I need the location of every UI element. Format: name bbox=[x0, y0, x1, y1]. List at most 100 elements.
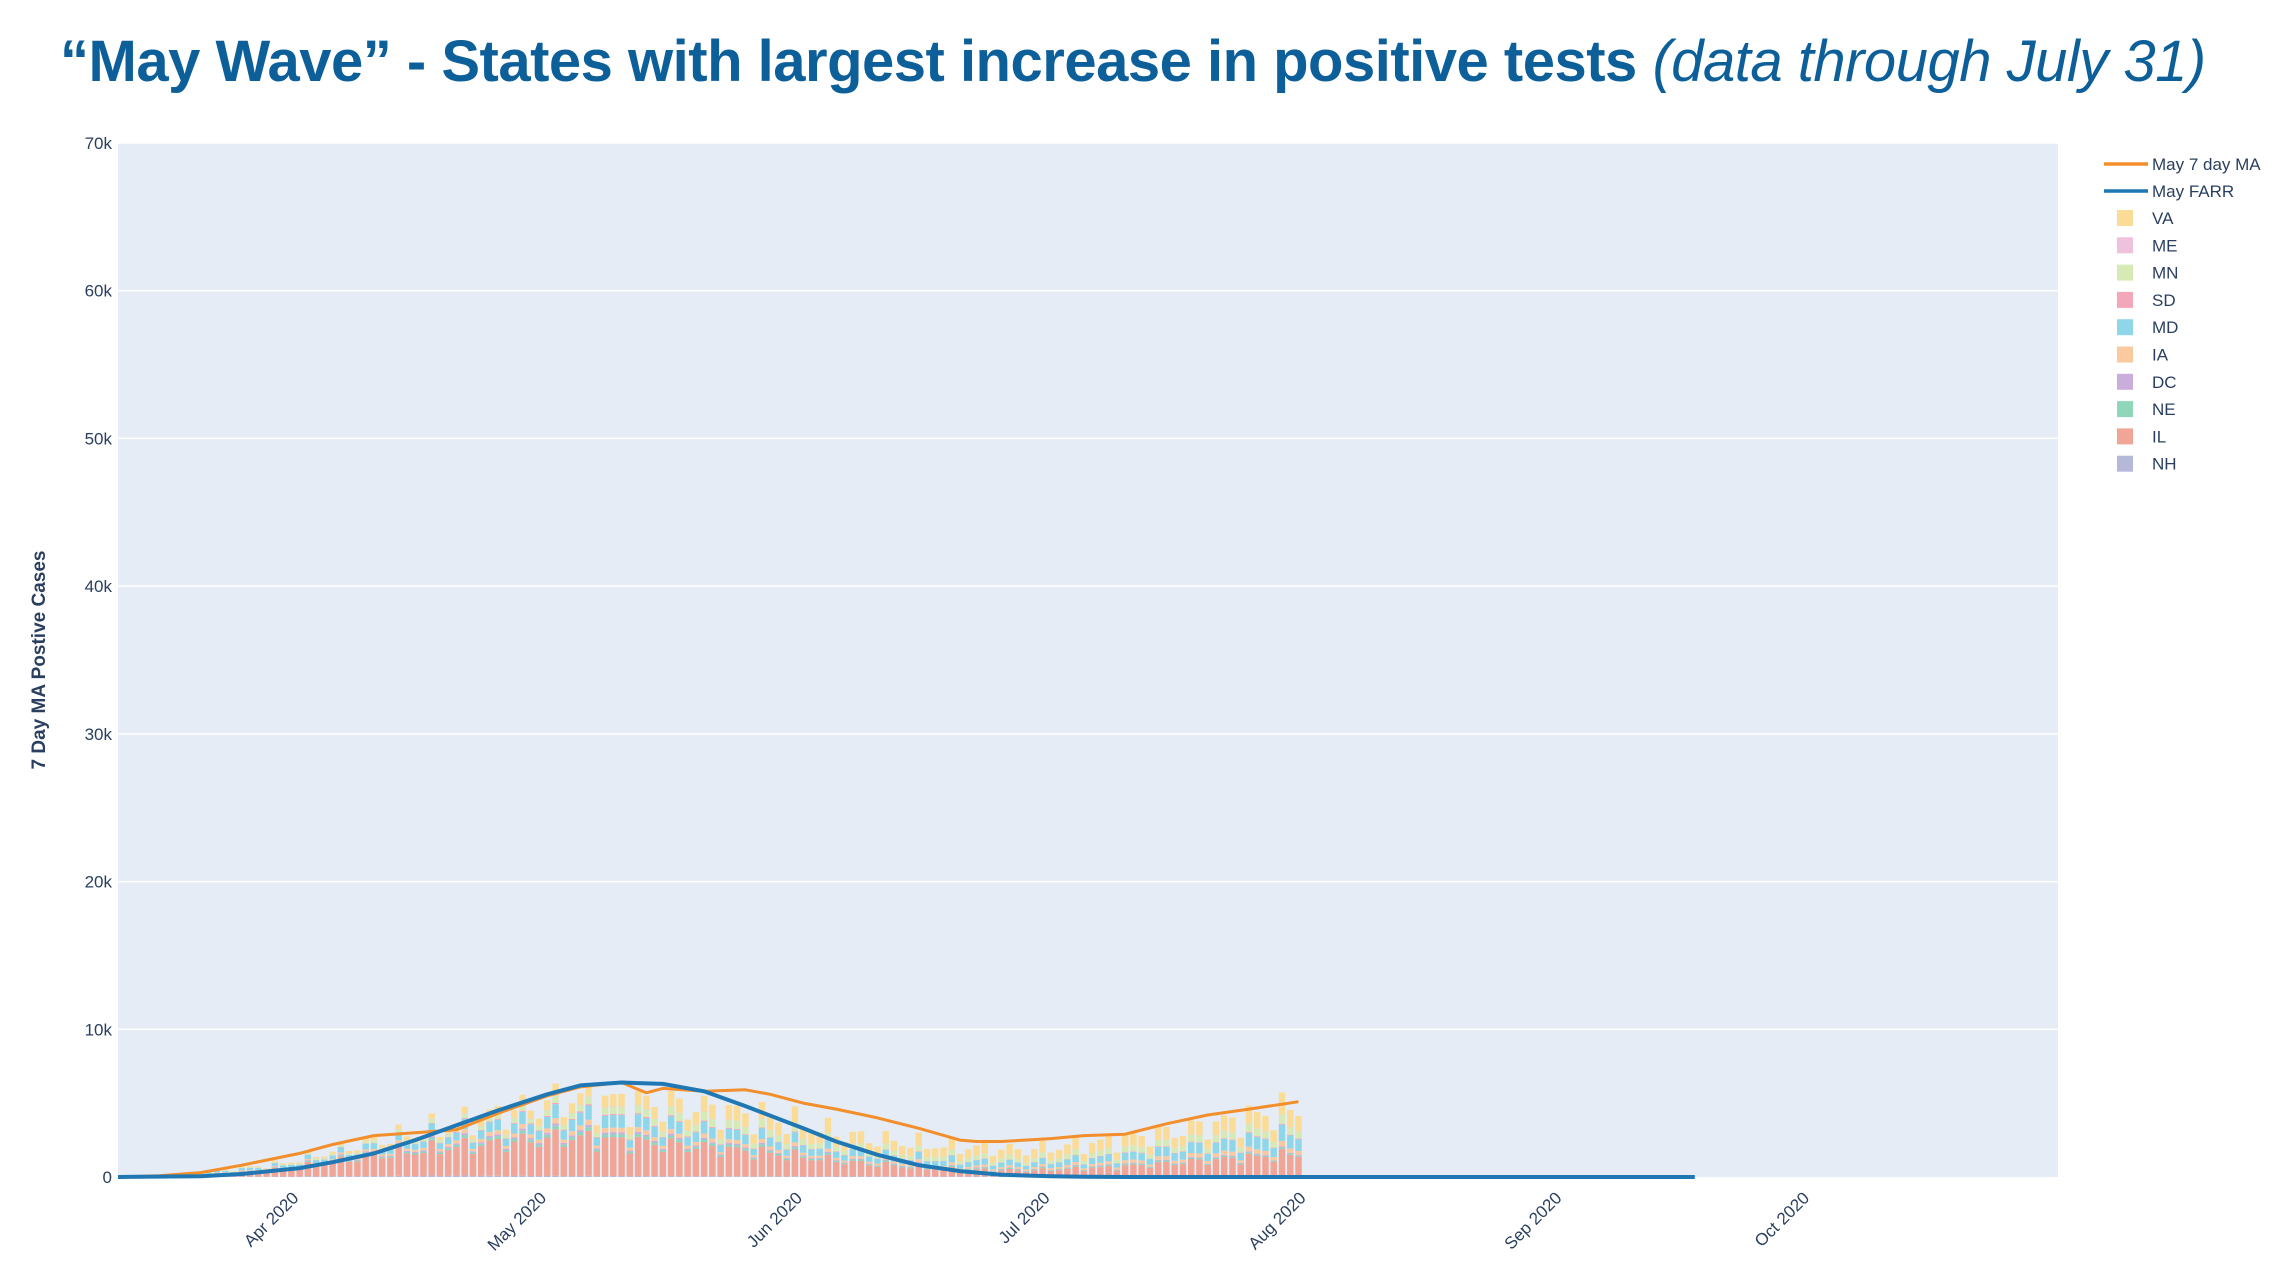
bar-va bbox=[692, 1112, 700, 1125]
bar-dc bbox=[824, 1151, 832, 1154]
bar-md bbox=[213, 1170, 221, 1173]
bar-dc bbox=[585, 1124, 592, 1128]
bar-mn bbox=[940, 1156, 947, 1161]
bar-md bbox=[271, 1163, 279, 1166]
bar-ne bbox=[1179, 1163, 1187, 1165]
bar-mn bbox=[560, 1125, 568, 1130]
bar-ne bbox=[758, 1144, 766, 1147]
bar-ne bbox=[1212, 1157, 1220, 1160]
y-tick-label: 10k bbox=[85, 1020, 113, 1039]
bar-nh bbox=[568, 1176, 576, 1177]
bar-il bbox=[1220, 1157, 1228, 1177]
bar-il bbox=[420, 1153, 427, 1177]
bar-il bbox=[775, 1155, 782, 1177]
bar-nh bbox=[634, 1176, 642, 1177]
bar-il bbox=[552, 1129, 559, 1176]
bar-ne bbox=[816, 1158, 823, 1161]
bar-il bbox=[453, 1146, 460, 1176]
bar-md bbox=[585, 1105, 592, 1120]
bar-il bbox=[667, 1138, 675, 1177]
bar-mn bbox=[502, 1135, 510, 1139]
bar-ne bbox=[411, 1153, 419, 1155]
bar-sd bbox=[610, 1113, 617, 1116]
bar-il bbox=[1080, 1171, 1088, 1177]
x-tick-label: Apr 2020 bbox=[240, 1188, 302, 1250]
bar-md bbox=[1121, 1153, 1129, 1161]
bar-mn bbox=[610, 1106, 617, 1114]
bar-mn bbox=[783, 1144, 790, 1150]
bar-ne bbox=[775, 1153, 782, 1156]
bar-il bbox=[411, 1154, 419, 1177]
bar-dc bbox=[1262, 1154, 1269, 1156]
bar-il bbox=[296, 1168, 303, 1177]
bar-va bbox=[1220, 1115, 1228, 1131]
bar-ne bbox=[824, 1153, 832, 1155]
bar-dc bbox=[1287, 1152, 1294, 1154]
bar-ia bbox=[758, 1139, 766, 1143]
bar-md bbox=[940, 1161, 947, 1167]
bar-il bbox=[378, 1158, 386, 1177]
bar-va bbox=[230, 1171, 237, 1172]
bar-ia bbox=[585, 1119, 592, 1125]
bar-va bbox=[940, 1147, 947, 1157]
bar-sd bbox=[791, 1131, 799, 1133]
bar-mn bbox=[709, 1119, 716, 1127]
bar-nh bbox=[362, 1176, 369, 1177]
bar-nh bbox=[733, 1176, 741, 1177]
bar-nh bbox=[560, 1176, 568, 1177]
bar-mn bbox=[362, 1141, 369, 1144]
bar-nh bbox=[337, 1176, 345, 1177]
bar-dc bbox=[775, 1152, 782, 1154]
bar-ia bbox=[791, 1142, 799, 1147]
bar-dc bbox=[1072, 1164, 1079, 1166]
bar-sd bbox=[626, 1139, 634, 1141]
bar-ia bbox=[799, 1152, 807, 1156]
bar-dc bbox=[544, 1132, 551, 1135]
bar-il bbox=[436, 1154, 444, 1177]
bar-mn bbox=[667, 1106, 675, 1116]
bar-ne bbox=[420, 1151, 427, 1154]
bar-md bbox=[1113, 1163, 1121, 1168]
bar-nh bbox=[519, 1175, 526, 1177]
bar-dc bbox=[478, 1142, 485, 1144]
bar-dc bbox=[651, 1140, 658, 1143]
bar-nh bbox=[511, 1175, 518, 1177]
bar-md bbox=[205, 1172, 213, 1174]
bar-sd bbox=[444, 1136, 452, 1138]
bar-mn bbox=[1179, 1146, 1187, 1152]
bar-ia bbox=[857, 1156, 865, 1159]
bar-ne bbox=[1088, 1167, 1096, 1169]
bar-il bbox=[601, 1137, 609, 1177]
bar-va bbox=[783, 1133, 790, 1145]
bar-va bbox=[1245, 1105, 1253, 1124]
bar-ia bbox=[461, 1129, 468, 1134]
bar-nh bbox=[444, 1175, 452, 1177]
bar-nh bbox=[486, 1175, 493, 1177]
bar-ne bbox=[1097, 1166, 1104, 1168]
bar-mn bbox=[1022, 1162, 1030, 1166]
bar-ne bbox=[1237, 1163, 1244, 1165]
bar-il bbox=[1163, 1161, 1170, 1177]
x-tick-label: Jun 2020 bbox=[743, 1188, 806, 1251]
bar-dc bbox=[1088, 1166, 1096, 1168]
bar-sd bbox=[1196, 1142, 1203, 1143]
bar-sd bbox=[1295, 1138, 1302, 1140]
bar-nh bbox=[378, 1176, 386, 1177]
bar-mn bbox=[1229, 1132, 1236, 1140]
bar-sd bbox=[1154, 1146, 1162, 1148]
bar-sd bbox=[577, 1111, 584, 1113]
bar-ia bbox=[626, 1147, 634, 1151]
bar-nh bbox=[469, 1176, 477, 1177]
bar-ne bbox=[1171, 1164, 1178, 1165]
bar-md bbox=[593, 1137, 601, 1146]
bar-sd bbox=[733, 1128, 741, 1130]
bar-va bbox=[1212, 1121, 1220, 1136]
bar-dc bbox=[915, 1161, 922, 1163]
bar-nh bbox=[577, 1175, 584, 1177]
bar-ia bbox=[1220, 1150, 1228, 1155]
bar-dc bbox=[783, 1158, 790, 1159]
bar-il bbox=[1187, 1159, 1195, 1177]
bar-md bbox=[1064, 1159, 1071, 1165]
bar-va bbox=[1287, 1109, 1294, 1128]
bar-va bbox=[750, 1134, 757, 1144]
